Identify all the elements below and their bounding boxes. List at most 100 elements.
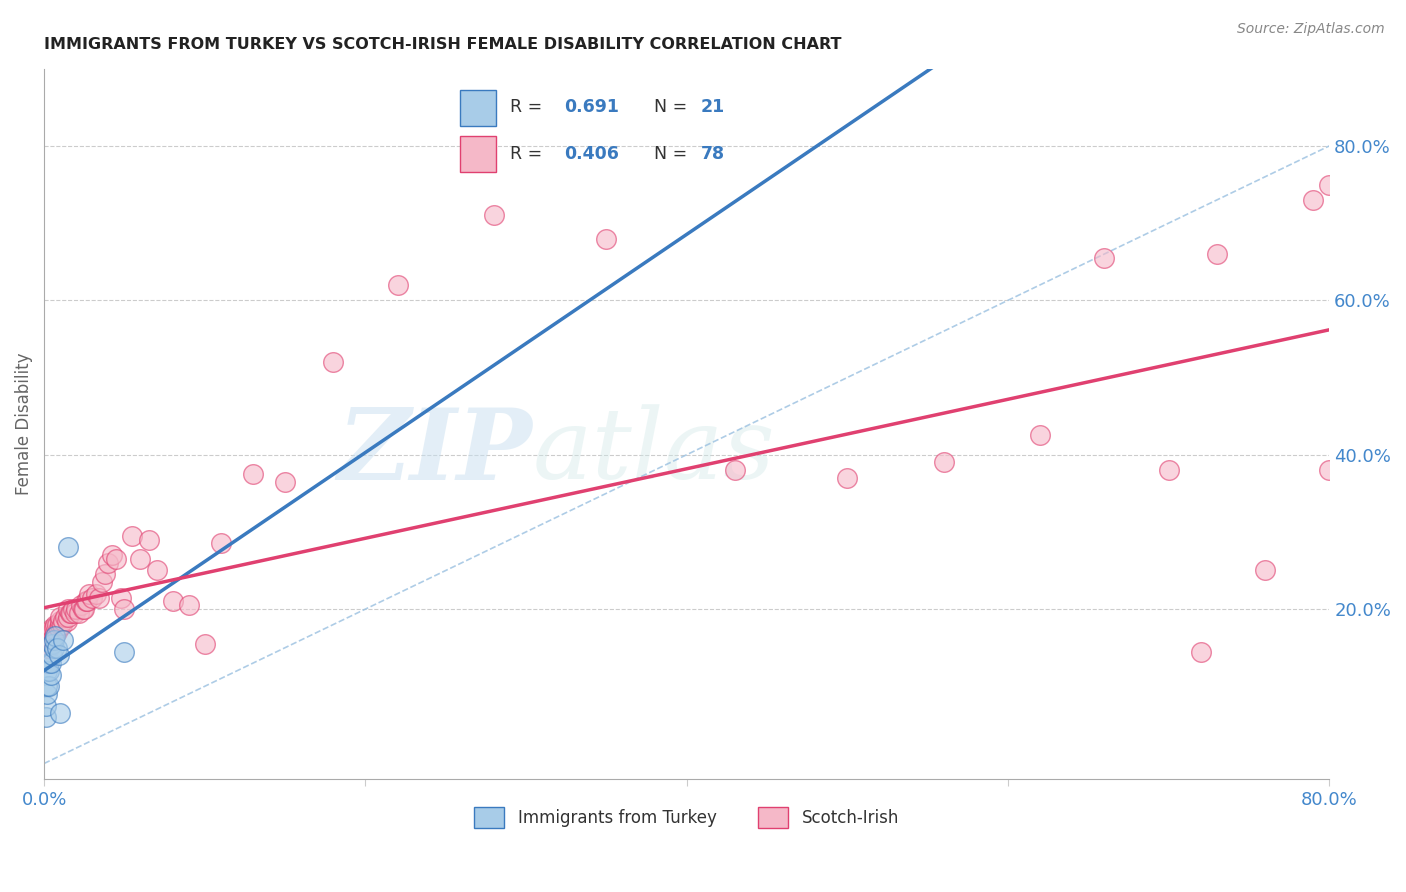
Point: [35, 637, 58, 651]
Point: [42, 632, 65, 647]
Point: [82, 591, 104, 605]
Point: [1302, 193, 1324, 207]
Point: [42, 640, 65, 655]
Point: [194, 637, 217, 651]
Point: [105, 552, 128, 566]
Y-axis label: Female Disability: Female Disability: [15, 352, 32, 495]
Point: [274, 475, 297, 489]
Point: [49, 617, 72, 632]
Point: [38, 656, 60, 670]
Point: [46, 640, 69, 655]
Point: [37, 632, 59, 647]
Point: [97, 556, 120, 570]
Point: [114, 644, 136, 658]
Point: [69, 606, 91, 620]
Point: [100, 548, 122, 562]
Point: [35, 656, 58, 670]
Point: [87, 591, 110, 605]
Point: [39, 656, 62, 670]
Point: [58, 609, 80, 624]
Legend: Immigrants from Turkey, Scotch-Irish: Immigrants from Turkey, Scotch-Irish: [468, 801, 905, 835]
Point: [49, 706, 72, 721]
Point: [110, 591, 132, 605]
Point: [39, 625, 62, 640]
Point: [1092, 251, 1115, 265]
Point: [138, 533, 160, 547]
Point: [48, 621, 70, 635]
Point: [932, 455, 955, 469]
Point: [37, 687, 59, 701]
Point: [58, 541, 80, 555]
Point: [41, 637, 63, 651]
Point: [1254, 564, 1277, 578]
Point: [162, 594, 184, 608]
Point: [1189, 644, 1212, 658]
Point: [49, 609, 72, 624]
Point: [46, 617, 69, 632]
Point: [49, 614, 72, 628]
Point: [77, 587, 100, 601]
Point: [35, 698, 58, 713]
Point: [1029, 428, 1052, 442]
Point: [58, 602, 80, 616]
Text: ZIP: ZIP: [337, 404, 533, 500]
Text: Source: ZipAtlas.com: Source: ZipAtlas.com: [1237, 22, 1385, 37]
Point: [387, 277, 409, 292]
Point: [1317, 463, 1340, 477]
Point: [38, 625, 60, 640]
Point: [73, 602, 96, 616]
Point: [37, 664, 59, 678]
Point: [322, 355, 344, 369]
Point: [35, 640, 58, 655]
Point: [242, 467, 264, 481]
Point: [41, 621, 63, 635]
Point: [837, 471, 859, 485]
Text: atlas: atlas: [533, 405, 775, 500]
Point: [42, 621, 65, 635]
Point: [41, 625, 63, 640]
Point: [52, 614, 75, 628]
Point: [72, 602, 94, 616]
Point: [55, 614, 77, 628]
Point: [63, 606, 86, 620]
Point: [41, 632, 63, 647]
Point: [724, 463, 747, 477]
Point: [44, 629, 66, 643]
Point: [60, 606, 83, 620]
Point: [52, 632, 75, 647]
Point: [59, 606, 82, 620]
Point: [38, 640, 60, 655]
Point: [38, 632, 60, 647]
Point: [37, 640, 59, 655]
Point: [38, 664, 60, 678]
Point: [46, 625, 69, 640]
Point: [145, 564, 167, 578]
Point: [44, 617, 66, 632]
Point: [129, 552, 152, 566]
Point: [62, 602, 84, 616]
Point: [39, 667, 62, 681]
Point: [482, 208, 505, 222]
Point: [1205, 247, 1227, 261]
Point: [51, 617, 73, 632]
Point: [94, 567, 117, 582]
Point: [76, 594, 98, 608]
Point: [53, 609, 76, 624]
Point: [84, 587, 107, 601]
Point: [177, 599, 200, 613]
Point: [75, 594, 97, 608]
Point: [121, 529, 143, 543]
Point: [38, 679, 60, 693]
Point: [595, 231, 617, 245]
Point: [42, 629, 65, 643]
Point: [37, 629, 59, 643]
Point: [114, 602, 136, 616]
Point: [209, 536, 232, 550]
Point: [41, 648, 63, 663]
Point: [70, 599, 93, 613]
Point: [48, 648, 70, 663]
Point: [1157, 463, 1180, 477]
Point: [39, 632, 62, 647]
Point: [91, 575, 114, 590]
Point: [65, 602, 87, 616]
